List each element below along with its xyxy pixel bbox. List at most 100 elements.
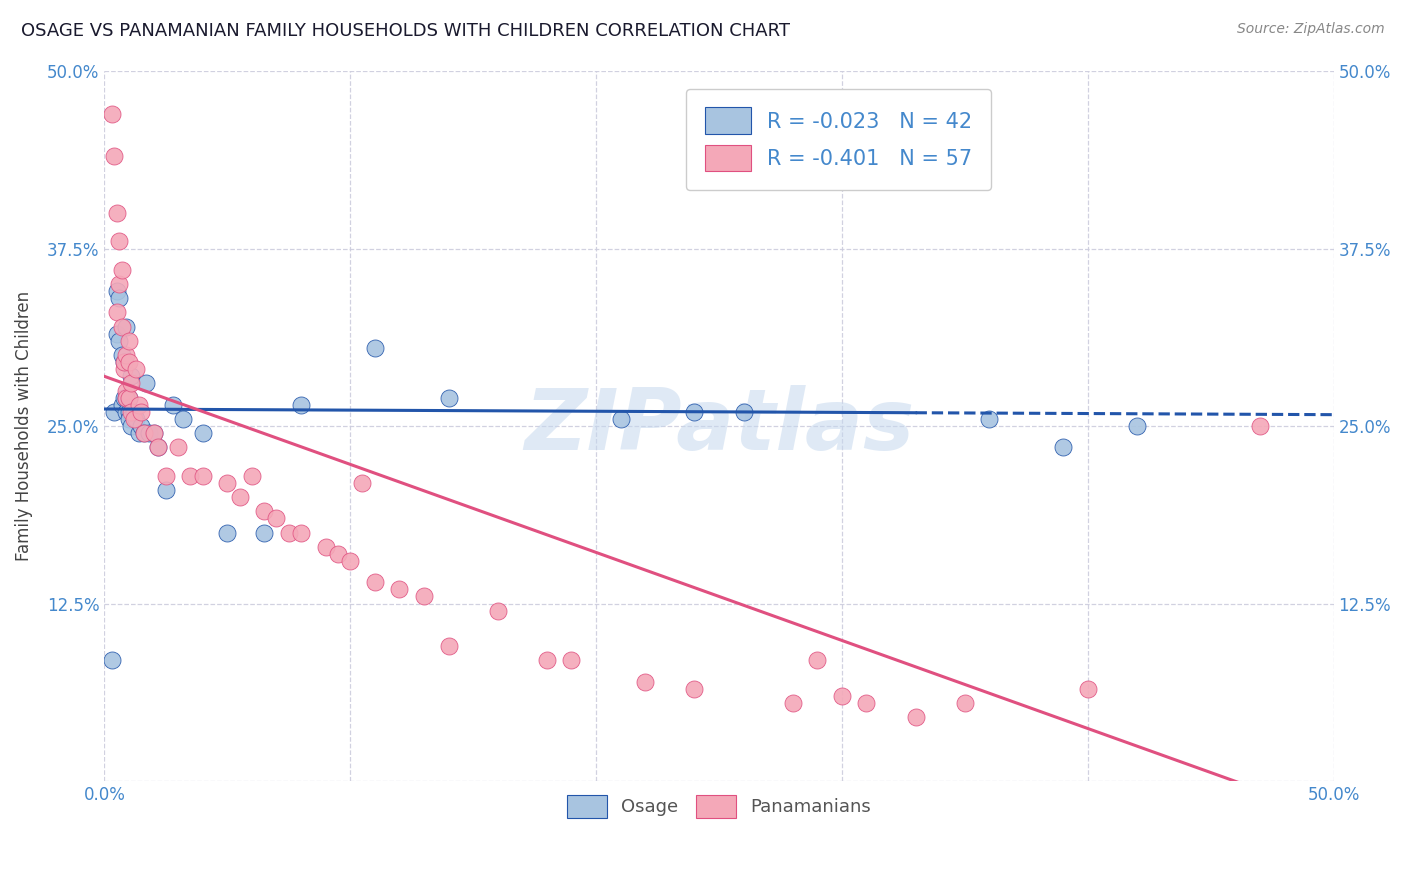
Point	[132, 426, 155, 441]
Point	[142, 426, 165, 441]
Point	[128, 398, 150, 412]
Point	[904, 710, 927, 724]
Point	[683, 405, 706, 419]
Point	[112, 355, 135, 369]
Point	[118, 405, 141, 419]
Point	[782, 696, 804, 710]
Point	[536, 653, 558, 667]
Text: ZIPatlas: ZIPatlas	[524, 384, 914, 467]
Point	[110, 348, 132, 362]
Point	[683, 681, 706, 696]
Point	[979, 412, 1001, 426]
Text: Source: ZipAtlas.com: Source: ZipAtlas.com	[1237, 22, 1385, 37]
Point	[148, 440, 170, 454]
Point	[437, 391, 460, 405]
Point	[855, 696, 877, 710]
Point	[135, 376, 157, 391]
Point	[118, 391, 141, 405]
Point	[179, 468, 201, 483]
Point	[115, 391, 138, 405]
Point	[609, 412, 631, 426]
Point	[115, 405, 138, 419]
Point	[108, 334, 131, 348]
Point	[103, 405, 125, 419]
Point	[277, 525, 299, 540]
Point	[388, 582, 411, 597]
Point	[132, 426, 155, 441]
Point	[105, 206, 128, 220]
Point	[806, 653, 828, 667]
Point	[120, 376, 142, 391]
Point	[253, 504, 276, 518]
Point	[1052, 440, 1074, 454]
Point	[148, 440, 170, 454]
Point	[100, 653, 122, 667]
Point	[118, 355, 141, 369]
Point	[228, 490, 250, 504]
Point	[155, 483, 177, 497]
Point	[110, 319, 132, 334]
Point	[115, 348, 138, 362]
Point	[1249, 419, 1271, 434]
Point	[105, 326, 128, 341]
Point	[1126, 419, 1149, 434]
Point	[105, 305, 128, 319]
Point	[112, 355, 135, 369]
Point	[122, 405, 145, 419]
Point	[122, 412, 145, 426]
Point	[831, 689, 853, 703]
Point	[112, 391, 135, 405]
Point	[364, 575, 387, 590]
Point	[120, 369, 142, 384]
Point	[486, 604, 509, 618]
Point	[105, 284, 128, 298]
Point	[191, 426, 214, 441]
Point	[138, 426, 160, 441]
Point	[110, 398, 132, 412]
Point	[103, 149, 125, 163]
Point	[108, 291, 131, 305]
Point	[110, 263, 132, 277]
Text: OSAGE VS PANAMANIAN FAMILY HOUSEHOLDS WITH CHILDREN CORRELATION CHART: OSAGE VS PANAMANIAN FAMILY HOUSEHOLDS WI…	[21, 22, 790, 40]
Point	[560, 653, 582, 667]
Point	[290, 398, 312, 412]
Point	[112, 362, 135, 376]
Point	[217, 525, 239, 540]
Point	[290, 525, 312, 540]
Point	[115, 391, 138, 405]
Point	[191, 468, 214, 483]
Point	[326, 547, 349, 561]
Point	[120, 405, 142, 419]
Point	[413, 590, 436, 604]
Point	[118, 334, 141, 348]
Y-axis label: Family Households with Children: Family Households with Children	[15, 291, 32, 561]
Point	[253, 525, 276, 540]
Point	[364, 341, 387, 355]
Point	[172, 412, 194, 426]
Point	[167, 440, 190, 454]
Point	[125, 412, 148, 426]
Point	[352, 475, 374, 490]
Point	[100, 106, 122, 120]
Point	[315, 540, 337, 554]
Point	[118, 391, 141, 405]
Point	[217, 475, 239, 490]
Point	[266, 511, 288, 525]
Point	[953, 696, 976, 710]
Point	[339, 554, 361, 568]
Point	[108, 277, 131, 291]
Point	[120, 419, 142, 434]
Point	[115, 319, 138, 334]
Point	[108, 235, 131, 249]
Point	[128, 426, 150, 441]
Point	[1077, 681, 1099, 696]
Point	[115, 384, 138, 398]
Point	[129, 405, 152, 419]
Point	[240, 468, 263, 483]
Point	[634, 674, 657, 689]
Point	[155, 468, 177, 483]
Point	[125, 362, 148, 376]
Point	[142, 426, 165, 441]
Point	[733, 405, 755, 419]
Point	[162, 398, 184, 412]
